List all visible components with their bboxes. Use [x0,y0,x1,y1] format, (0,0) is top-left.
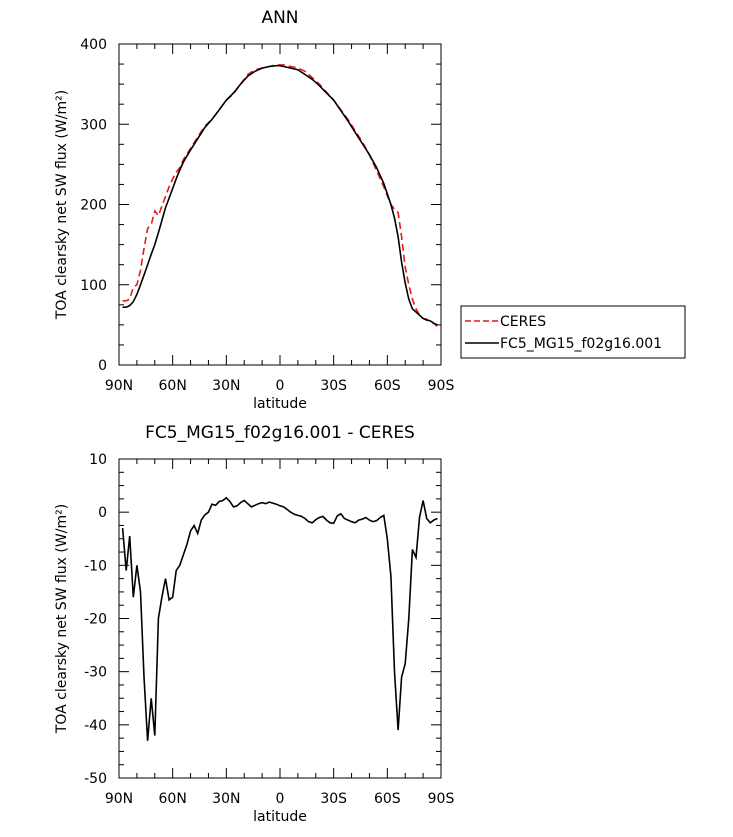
series-line-1-0 [121,496,438,741]
top-panel: ANN 0 100 200 300 400 90N 60N 30N 0 30S 60S 90S latit… [54,8,454,412]
x-tick-label: 90N [105,791,133,807]
y-axis-label: TOA clearsky net SW flux (W/m²) [54,90,70,320]
x-axis-label: latitude [253,396,307,412]
x-tick-label: 90S [428,791,455,807]
bottom-panel: FC5_MG15_f02g16.001 - CERES -50 -40 -30 -20 -… [54,423,454,825]
y-tick-label: 400 [80,37,107,53]
x-tick-label: 0 [276,791,285,807]
y-axis-label: TOA clearsky net SW flux (W/m²) [54,504,70,734]
x-tick-label: 30N [212,378,240,394]
x-tick-label: 90N [105,378,133,394]
x-tick-label: 60N [159,378,187,394]
x-tick-label: 90S [428,378,455,394]
series-line-0-1 [122,64,438,326]
x-tick-label: 60S [374,378,401,394]
chart-title: ANN [261,8,298,28]
series-line-0-0 [122,64,438,328]
x-tick-label: 30S [320,378,347,394]
y-tick-label: -50 [84,771,107,787]
x-tick-label: 0 [276,378,285,394]
x-tick-label: 30N [212,791,240,807]
y-tick-label: -40 [84,718,107,734]
x-axis-label: latitude [253,809,307,825]
legend-label: CERES [500,314,546,330]
y-tick-label: 200 [80,198,107,214]
x-tick-label: 30S [320,791,347,807]
legend-box [460,305,686,359]
y-tick-label: -10 [84,558,107,574]
legend: CERES FC5_MG15_f02g16.001 [460,305,686,359]
y-tick-label: 0 [98,358,107,374]
x-tick-label: 60S [374,791,401,807]
y-tick-label: -20 [84,612,107,628]
y-tick-label: 300 [80,117,107,133]
y-tick-label: -30 [84,665,107,681]
chart-title: FC5_MG15_f02g16.001 - CERES [145,423,415,443]
legend-label: FC5_MG15_f02g16.001 [500,336,662,352]
y-tick-label: 100 [80,278,107,294]
x-tick-label: 60N [159,791,187,807]
y-tick-label: 0 [98,505,107,521]
y-tick-label: 10 [89,452,107,468]
